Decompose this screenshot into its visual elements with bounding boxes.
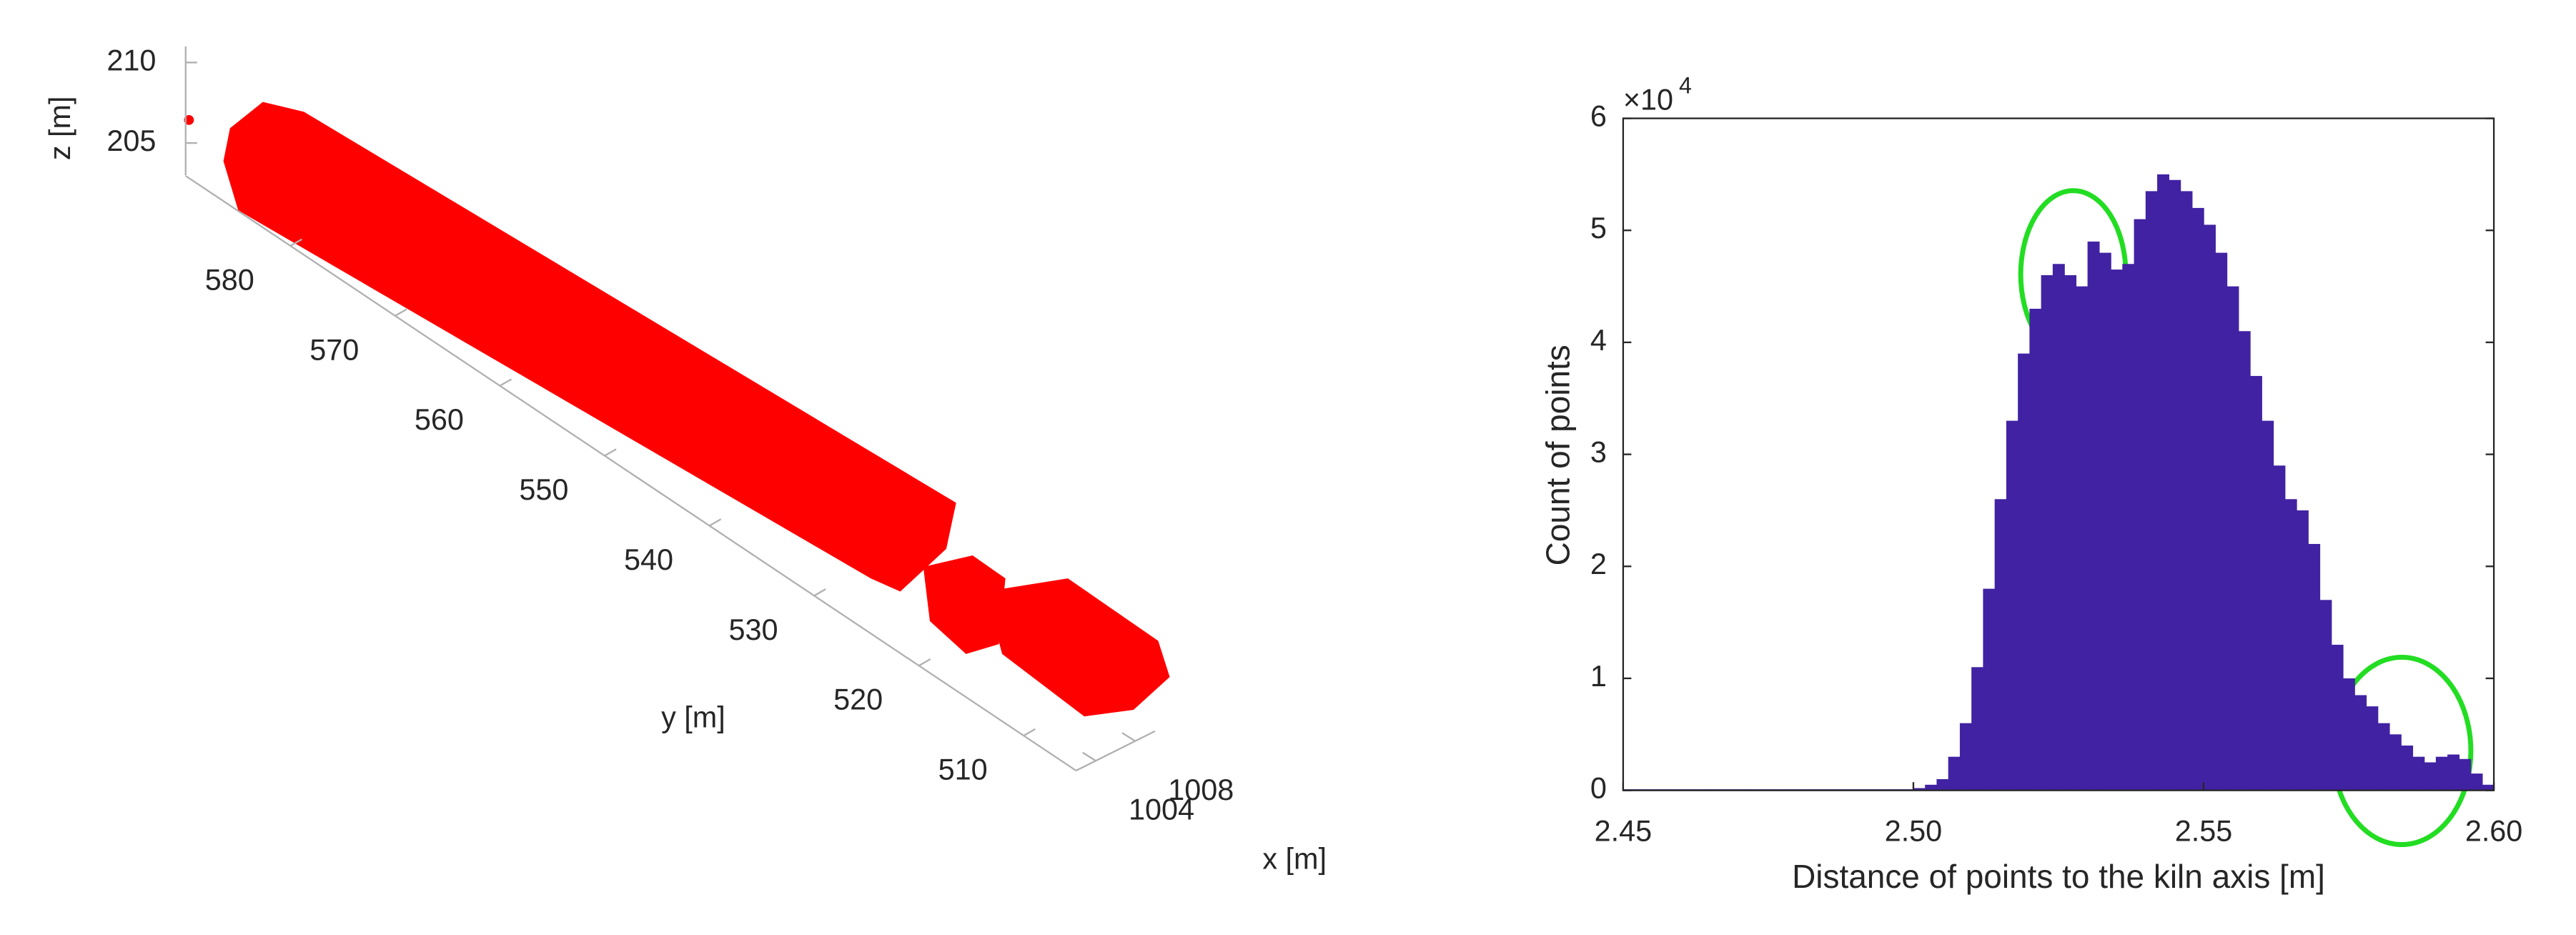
histogram-bar xyxy=(2157,174,2169,791)
histogram-bar xyxy=(2447,754,2460,791)
y-tick xyxy=(289,238,302,247)
histogram-bar xyxy=(1983,588,1996,791)
histogram-bar xyxy=(2308,543,2321,791)
histogram-bar xyxy=(1925,784,1938,791)
histogram-bar xyxy=(2099,252,2111,791)
y-tick-label: 4 xyxy=(1590,324,1607,357)
histogram-bar xyxy=(1994,499,2007,791)
histogram-bar xyxy=(1959,723,1972,791)
histogram-bar xyxy=(2076,286,2089,791)
x-tick-label: 1004 xyxy=(1129,793,1194,826)
y-tick xyxy=(499,378,512,387)
histogram-bar xyxy=(2401,745,2414,791)
point-cloud-main xyxy=(223,102,956,592)
y-tick-label: 580 xyxy=(205,263,254,296)
y-tick-label: 2 xyxy=(1590,548,1607,580)
x-axis-label: Distance of points to the kiln axis [m] xyxy=(1792,858,2325,895)
histogram-bar xyxy=(1913,788,1926,791)
point-cloud xyxy=(184,102,1170,717)
histogram-bar xyxy=(2180,191,2193,791)
y-tick-label: 3 xyxy=(1590,436,1607,469)
histogram-bar xyxy=(2191,207,2204,791)
z-tick-label: 210 xyxy=(106,44,156,76)
histogram-bar xyxy=(2169,179,2181,791)
x-tick-label: 2.45 xyxy=(1595,814,1653,847)
y-tick-label: 1 xyxy=(1590,660,1607,693)
y-tick xyxy=(395,308,407,317)
y-tick-label: 520 xyxy=(833,683,883,716)
histogram-bar xyxy=(2482,784,2495,791)
histogram-bar xyxy=(2470,773,2483,791)
x-tick-label: 2.55 xyxy=(2175,814,2233,847)
y-tick xyxy=(918,658,931,667)
y-tick xyxy=(604,448,617,457)
histogram-bar xyxy=(2018,353,2031,791)
point-cloud-piece xyxy=(923,555,1006,654)
y-tick-label: 560 xyxy=(415,403,464,436)
z-tick-label: 205 xyxy=(106,124,156,157)
histogram-bar xyxy=(2319,600,2332,791)
histogram-bar xyxy=(2273,465,2286,791)
y-tick xyxy=(813,588,826,597)
histogram-bar xyxy=(2145,191,2158,791)
x-tick-label: 1008 xyxy=(1168,773,1234,806)
y-tick-label: 570 xyxy=(309,333,359,366)
histogram-bar xyxy=(2342,678,2355,791)
y-tick-label: 6 xyxy=(1590,99,1607,132)
x-axis xyxy=(1075,730,1156,772)
histogram-bar xyxy=(2377,723,2390,791)
histogram-bar xyxy=(2238,331,2251,791)
histogram-bar xyxy=(2389,734,2402,791)
histogram-bar xyxy=(2006,420,2018,791)
histogram-bar xyxy=(1971,667,1984,791)
histogram-bar xyxy=(1936,778,1949,791)
y-multiplier-exponent: 4 xyxy=(1679,72,1692,98)
y-multiplier: ×10 xyxy=(1623,84,1673,117)
x-tick xyxy=(1082,751,1096,762)
y-tick-label: 5 xyxy=(1590,212,1607,244)
histogram-bar xyxy=(2122,264,2135,791)
histogram-bar xyxy=(2354,695,2367,791)
histogram-bar xyxy=(2111,269,2124,791)
histogram-bar xyxy=(2064,274,2077,791)
z-axis-label: z [m] xyxy=(44,97,76,161)
histogram-bar xyxy=(2284,499,2297,791)
histogram-bar xyxy=(1948,756,1961,791)
y-tick-label: 530 xyxy=(729,613,778,646)
y-tick-label: 510 xyxy=(938,753,988,786)
y-axis-label: Count of points xyxy=(1540,345,1577,565)
y-tick-label: 0 xyxy=(1590,772,1607,805)
histogram-bar xyxy=(2029,308,2042,791)
point-cloud-piece xyxy=(986,578,1170,717)
histogram-bar xyxy=(2459,758,2472,791)
histogram-bar xyxy=(2249,375,2262,791)
histogram-bar xyxy=(2204,224,2216,791)
histogram-bar xyxy=(2134,219,2146,791)
histogram-bar xyxy=(2041,274,2054,791)
histogram-bar xyxy=(2296,510,2309,791)
histogram-bar xyxy=(2087,241,2100,791)
y-axis-label: y [m] xyxy=(661,701,725,734)
x-axis-label: x [m] xyxy=(1262,842,1327,875)
y-axis xyxy=(185,175,1077,772)
y-tick xyxy=(1023,728,1036,737)
histogram-bar xyxy=(2366,706,2379,791)
histogram-bar xyxy=(2331,644,2344,791)
y-tick-label: 550 xyxy=(519,473,568,506)
histogram-bar xyxy=(2412,756,2425,791)
x-tick-label: 2.60 xyxy=(2465,814,2523,847)
x-tick-label: 2.50 xyxy=(1885,814,1943,847)
histogram-bar xyxy=(2424,762,2437,791)
y-tick-label: 540 xyxy=(624,543,673,576)
histogram-bar xyxy=(2435,756,2448,791)
histogram-bar xyxy=(2262,420,2274,791)
x-tick xyxy=(1121,732,1136,742)
histogram-bar xyxy=(2052,264,2065,791)
histogram-bar xyxy=(2226,286,2239,791)
y-tick xyxy=(708,518,722,527)
histogram-bar xyxy=(2215,252,2228,791)
